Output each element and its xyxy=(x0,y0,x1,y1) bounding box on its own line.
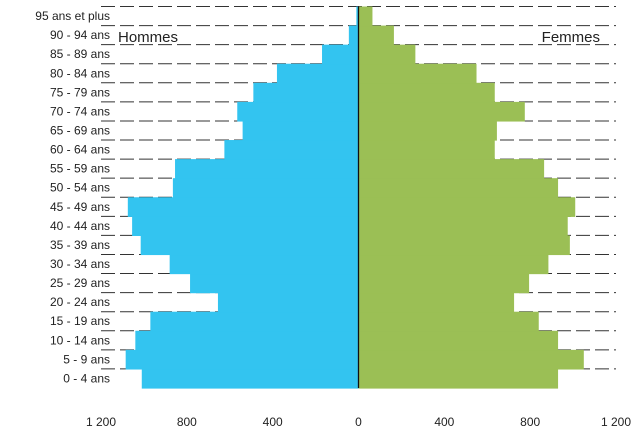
bar-femmes-4 xyxy=(358,292,515,313)
age-label: 25 - 29 ans xyxy=(50,276,110,290)
bar-femmes-2 xyxy=(358,330,559,351)
bar-hommes-10 xyxy=(172,178,359,198)
bar-hommes-4 xyxy=(217,292,359,313)
age-label: 60 - 64 ans xyxy=(50,143,110,157)
x-tick-label: 400 xyxy=(263,415,283,429)
bar-femmes-17 xyxy=(358,44,416,65)
age-label: 85 - 89 ans xyxy=(50,47,110,61)
bars xyxy=(125,6,584,389)
bar-hommes-15 xyxy=(253,82,359,103)
bar-femmes-14 xyxy=(358,101,525,122)
age-label: 80 - 84 ans xyxy=(50,66,110,80)
bar-femmes-12 xyxy=(358,140,495,160)
bar-femmes-11 xyxy=(358,159,545,179)
bar-femmes-9 xyxy=(358,197,576,217)
age-label: 55 - 59 ans xyxy=(50,162,110,176)
bar-hommes-11 xyxy=(175,159,359,179)
bar-hommes-2 xyxy=(135,330,359,351)
x-tick-label: 400 xyxy=(434,415,454,429)
legend-femmes: Femmes xyxy=(542,29,600,46)
bar-hommes-12 xyxy=(224,140,359,160)
x-tick-label: 800 xyxy=(177,415,197,429)
age-labels: 0 - 4 ans 5 - 9 ans 10 - 14 ans 15 - 19 ans… xyxy=(35,9,110,385)
bar-hommes-0 xyxy=(141,368,359,389)
bar-hommes-14 xyxy=(237,101,359,122)
age-label: 50 - 54 ans xyxy=(50,181,110,195)
bar-hommes-18 xyxy=(348,25,359,46)
bar-femmes-7 xyxy=(358,235,570,256)
bar-femmes-13 xyxy=(358,120,497,141)
bar-hommes-16 xyxy=(276,63,359,84)
legend-hommes: Hommes xyxy=(118,29,178,46)
age-label: 30 - 34 ans xyxy=(50,257,110,271)
bar-femmes-18 xyxy=(358,25,394,46)
bar-hommes-9 xyxy=(127,197,359,217)
age-label: 45 - 49 ans xyxy=(50,200,110,214)
age-label: 10 - 14 ans xyxy=(50,333,110,347)
x-tick-label: 0 xyxy=(355,415,362,429)
age-label: 95 ans et plus xyxy=(35,9,110,23)
age-label: 15 - 19 ans xyxy=(50,314,110,328)
age-label: 0 - 4 ans xyxy=(63,371,110,385)
bar-femmes-16 xyxy=(358,63,477,84)
bar-femmes-15 xyxy=(358,82,495,103)
age-label: 5 - 9 ans xyxy=(63,352,110,366)
age-label: 35 - 39 ans xyxy=(50,238,110,252)
bar-hommes-19 xyxy=(356,6,359,27)
age-label: 20 - 24 ans xyxy=(50,295,110,309)
bar-hommes-8 xyxy=(132,216,359,236)
bar-femmes-19 xyxy=(358,6,373,27)
age-label: 65 - 69 ans xyxy=(50,123,110,137)
bar-femmes-1 xyxy=(358,349,584,370)
x-tick-label: 800 xyxy=(520,415,540,429)
x-tick-label: 1 200 xyxy=(601,415,631,429)
age-label: 75 - 79 ans xyxy=(50,85,110,99)
age-label: 70 - 74 ans xyxy=(50,104,110,118)
bar-femmes-10 xyxy=(358,178,559,198)
x-tick-labels: 1 200 800 400 0 400 800 1 200 xyxy=(86,415,631,429)
bar-hommes-7 xyxy=(140,235,359,256)
bar-hommes-1 xyxy=(125,349,359,370)
bar-hommes-3 xyxy=(150,311,359,332)
bar-femmes-6 xyxy=(358,254,549,275)
age-label: 90 - 94 ans xyxy=(50,28,110,42)
bar-femmes-8 xyxy=(358,216,568,236)
x-tick-label: 1 200 xyxy=(86,415,116,429)
bar-hommes-5 xyxy=(190,273,359,294)
age-label: 40 - 44 ans xyxy=(50,219,110,233)
bar-hommes-13 xyxy=(242,120,359,141)
bar-femmes-5 xyxy=(358,273,530,294)
bar-hommes-6 xyxy=(169,254,359,275)
bar-hommes-17 xyxy=(322,44,359,65)
bar-femmes-0 xyxy=(358,368,559,389)
bar-femmes-3 xyxy=(358,311,539,332)
